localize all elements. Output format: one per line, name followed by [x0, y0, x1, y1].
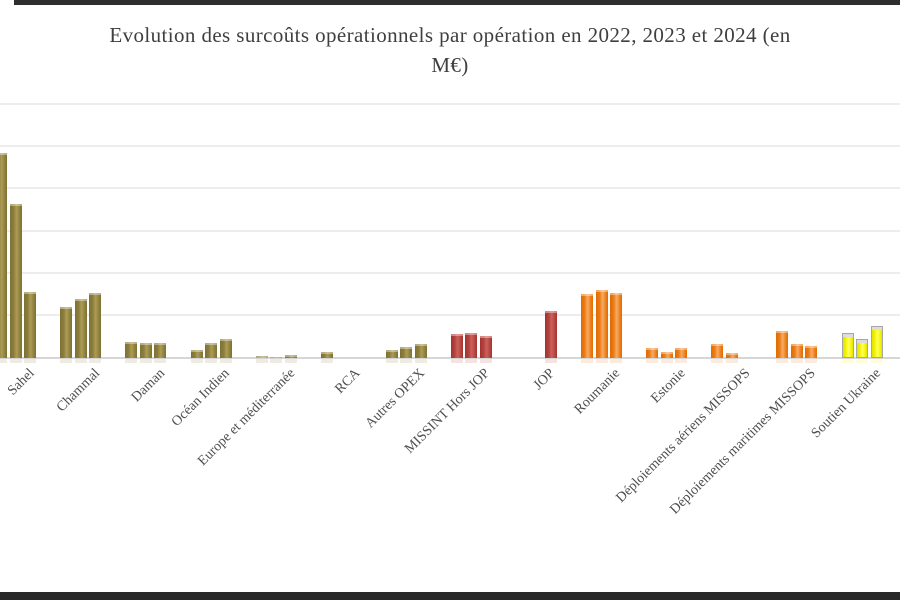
- bar-reflection-autres-opex-2023: [400, 359, 413, 363]
- bar-reflection-sahel-2024: [24, 359, 37, 363]
- bar-reflection-autres-opex-2022: [385, 359, 398, 363]
- bar-reflection-deploiements-aeriens-missops-2023: [725, 359, 738, 363]
- bar-europe-et-mediterranee-2024: [284, 354, 297, 358]
- gridline-200: [0, 271, 900, 274]
- chart-title-line-1: Evolution des surcoûts opérationnels par…: [109, 23, 791, 47]
- category-label-ocean-indien: Océan Indien: [169, 366, 233, 430]
- bar-reflection-deploiements-maritimes-missops-2022: [776, 359, 789, 363]
- bar-sahel-2023: [9, 203, 22, 358]
- bar-reflection-soutien-ukraine-2023: [856, 359, 869, 363]
- bar-deploiements-maritimes-missops-2022: [776, 330, 789, 358]
- category-label-deploiements-aeriens-missops: Déploiements aériens MISSOPS: [613, 366, 754, 506]
- bar-daman-2023: [139, 342, 152, 358]
- bar-roumanie-2024: [610, 292, 623, 358]
- bar-reflection-roumanie-2022: [581, 359, 594, 363]
- bar-reflection-missint-hors-jop-2023: [465, 359, 478, 363]
- bar-chammal-2023: [74, 298, 87, 358]
- bar-reflection-sahel-2023: [9, 359, 22, 363]
- bar-reflection-daman-2023: [139, 359, 152, 363]
- bar-sahel-2022: [0, 152, 8, 358]
- bar-autres-opex-2022: [385, 349, 398, 358]
- bar-reflection-missint-hors-jop-2024: [479, 359, 492, 363]
- category-label-sahel: Sahel: [5, 366, 38, 399]
- category-label-deploiements-maritimes-missops: Déploiements maritimes MISSOPS: [667, 366, 819, 518]
- bar-reflection-chammal-2024: [89, 359, 102, 363]
- bar-reflection-deploiements-aeriens-missops-2022: [711, 359, 724, 363]
- category-label-rca: RCA: [332, 366, 364, 397]
- bar-reflection-rca-2022: [320, 359, 333, 363]
- bar-reflection-ocean-indien-2023: [205, 359, 218, 363]
- bar-reflection-chammal-2023: [74, 359, 87, 363]
- bar-roumanie-2022: [581, 293, 594, 358]
- bar-reflection-ocean-indien-2024: [219, 359, 232, 363]
- bar-chammal-2022: [60, 306, 73, 358]
- bar-reflection-roumanie-2023: [595, 359, 608, 363]
- bar-reflection-ocean-indien-2022: [190, 359, 203, 363]
- bar-europe-et-mediterranee-2023: [270, 356, 283, 358]
- bar-reflection-chammal-2022: [60, 359, 73, 363]
- bar-deploiements-maritimes-missops-2024: [805, 345, 818, 358]
- bar-reflection-missint-hors-jop-2022: [450, 359, 463, 363]
- bar-reflection-roumanie-2024: [610, 359, 623, 363]
- bar-reflection-europe-et-mediterranee-2024: [284, 359, 297, 363]
- bar-deploiements-maritimes-missops-2023: [790, 343, 803, 358]
- bar-jop-2024: [545, 310, 558, 358]
- bar-ocean-indien-2022: [190, 349, 203, 358]
- bar-reflection-jop-2024: [545, 359, 558, 363]
- bar-reflection-deploiements-maritimes-missops-2023: [790, 359, 803, 363]
- bar-reflection-soutien-ukraine-2024: [870, 359, 883, 363]
- bar-roumanie-2023: [595, 289, 608, 358]
- category-label-jop: JOP: [531, 366, 559, 394]
- bar-reflection-europe-et-mediterranee-2022: [255, 359, 268, 363]
- gridline-300: [0, 229, 900, 232]
- bar-daman-2022: [125, 341, 138, 358]
- category-label-roumanie: Roumanie: [572, 366, 624, 418]
- bar-europe-et-mediterranee-2022: [255, 355, 268, 358]
- bar-missint-hors-jop-2024: [479, 335, 492, 358]
- bottom-border: [0, 592, 900, 600]
- category-label-autres-opex: Autres OPEX: [362, 366, 429, 432]
- gridline-600: [0, 102, 900, 105]
- chart-title-line-2: M€): [431, 53, 469, 77]
- bar-chammal-2024: [89, 292, 102, 358]
- gridline-500: [0, 145, 900, 147]
- bar-sahel-2024: [24, 291, 37, 358]
- bar-soutien-ukraine-2023: [856, 338, 869, 358]
- category-label-soutien-ukraine: Soutien Ukraine: [808, 366, 884, 442]
- bar-soutien-ukraine-2022: [841, 332, 854, 358]
- bar-reflection-autres-opex-2024: [414, 359, 427, 363]
- bar-autres-opex-2024: [414, 343, 427, 358]
- chart-title: Evolution des surcoûts opérationnels par…: [0, 20, 900, 80]
- bar-deploiements-aeriens-missops-2022: [711, 343, 724, 358]
- bar-ocean-indien-2024: [219, 338, 232, 358]
- category-label-daman: Daman: [128, 366, 168, 406]
- bar-reflection-estonie-2023: [660, 359, 673, 363]
- bar-rca-2022: [320, 351, 333, 358]
- bar-reflection-estonie-2022: [646, 359, 659, 363]
- bar-autres-opex-2023: [400, 346, 413, 358]
- bar-estonie-2024: [675, 347, 688, 358]
- category-label-chammal: Chammal: [53, 366, 103, 416]
- gridline-100: [0, 314, 900, 317]
- bar-daman-2024: [154, 342, 167, 358]
- bar-soutien-ukraine-2024: [870, 325, 883, 358]
- bar-missint-hors-jop-2022: [450, 333, 463, 358]
- bar-reflection-estonie-2024: [675, 359, 688, 363]
- bar-reflection-soutien-ukraine-2022: [841, 359, 854, 363]
- bar-reflection-europe-et-mediterranee-2023: [270, 359, 283, 363]
- bar-reflection-deploiements-maritimes-missops-2024: [805, 359, 818, 363]
- x-axis-line: [0, 356, 900, 359]
- top-border: [14, 0, 900, 5]
- bar-reflection-sahel-2022: [0, 359, 8, 363]
- bar-estonie-2023: [660, 351, 673, 358]
- gridline-400: [0, 187, 900, 190]
- bar-ocean-indien-2023: [205, 342, 218, 358]
- bar-reflection-daman-2022: [125, 359, 138, 363]
- category-label-estonie: Estonie: [648, 366, 689, 407]
- bar-estonie-2022: [646, 347, 659, 358]
- bar-missint-hors-jop-2023: [465, 332, 478, 358]
- bar-deploiements-aeriens-missops-2023: [725, 352, 738, 358]
- bar-reflection-daman-2024: [154, 359, 167, 363]
